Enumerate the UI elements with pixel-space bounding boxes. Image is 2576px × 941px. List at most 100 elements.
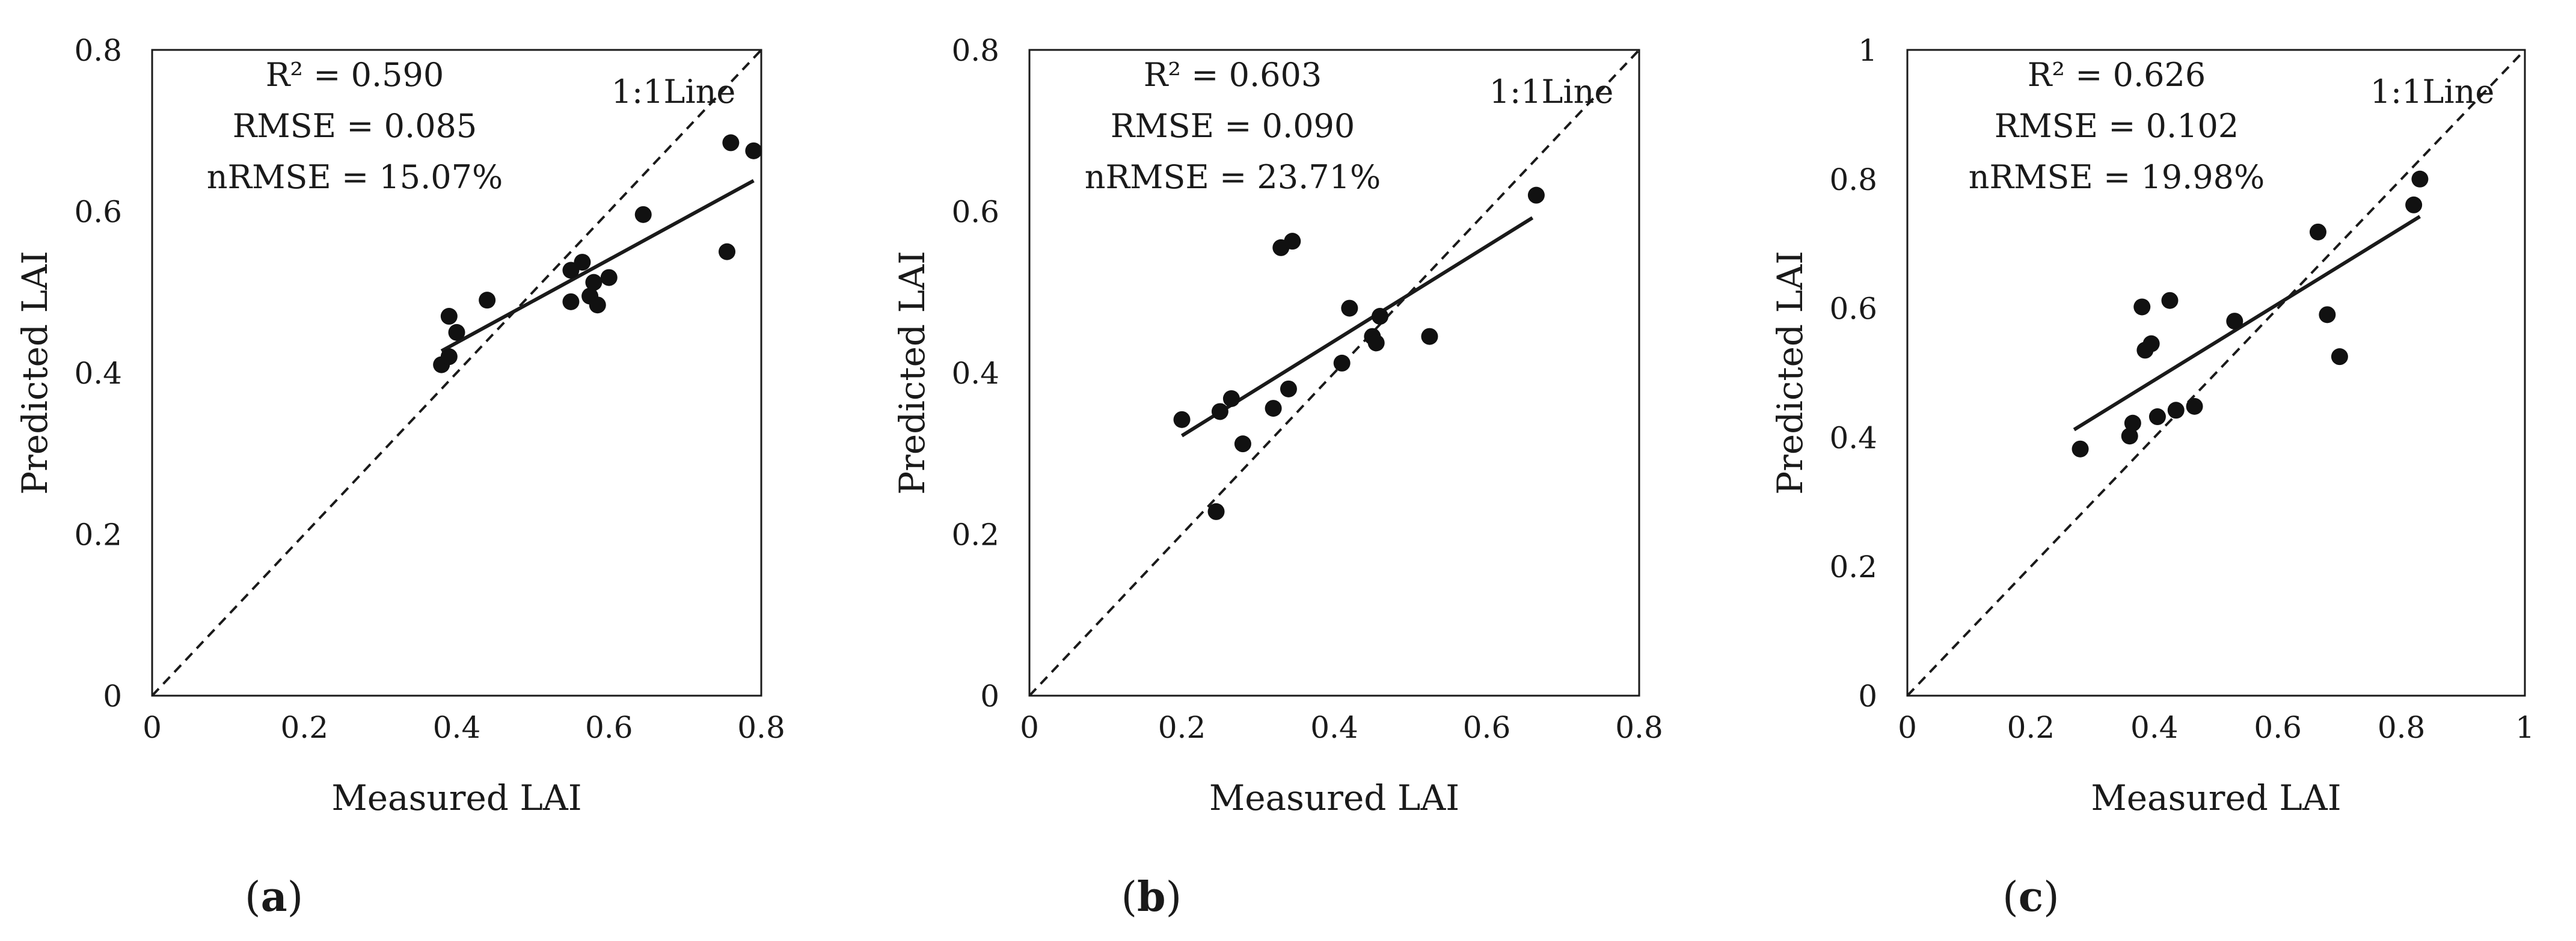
data-point bbox=[2226, 313, 2243, 330]
data-point bbox=[448, 323, 465, 341]
y-tick-label: 0 bbox=[1858, 679, 1877, 714]
data-point bbox=[1234, 435, 1251, 453]
y-tick-label: 0 bbox=[103, 679, 122, 714]
chart-panel-b: 0 0.2 0.4 0.6 0.8 0 0.2 0.4 0.6 0.8 Measured LAI Pr… bbox=[892, 33, 1663, 921]
reference-line-label: 1:1Line bbox=[1489, 73, 1614, 111]
data-point bbox=[589, 296, 606, 314]
regression-line bbox=[2073, 215, 2421, 432]
y-tick-label: 0.2 bbox=[951, 518, 999, 553]
panel-label: (c) bbox=[2002, 873, 2059, 921]
statistics-line: nRMSE = 23.71% bbox=[1085, 158, 1381, 196]
panel-label: (a) bbox=[245, 873, 303, 921]
x-tick-label: 0.6 bbox=[1463, 710, 1511, 745]
data-point bbox=[1211, 403, 1228, 420]
data-point bbox=[1527, 186, 1545, 204]
x-tick-label: 0.8 bbox=[737, 710, 785, 745]
x-tick-label: 0.4 bbox=[433, 710, 481, 745]
data-point bbox=[585, 274, 603, 291]
y-axis-title: Predicted LAI bbox=[1770, 251, 1811, 495]
statistics-line: R² = 0.590 bbox=[266, 56, 444, 94]
y-tick-label: 0.6 bbox=[1829, 292, 1877, 326]
y-tick-label: 0.4 bbox=[951, 356, 999, 391]
data-point bbox=[479, 292, 496, 309]
data-point bbox=[2331, 348, 2348, 366]
x-axis-title: Measured LAI bbox=[331, 777, 581, 818]
statistics-line: RMSE = 0.090 bbox=[1111, 107, 1355, 145]
data-point bbox=[2121, 428, 2138, 445]
plot-frame bbox=[1028, 49, 1640, 697]
data-point bbox=[1265, 400, 1282, 417]
x-tick-label: 0.6 bbox=[2254, 710, 2302, 745]
data-point bbox=[2186, 397, 2203, 415]
y-tick-label: 0.6 bbox=[74, 195, 122, 230]
x-tick-label: 0.6 bbox=[585, 710, 633, 745]
data-point bbox=[1280, 380, 1297, 397]
data-point bbox=[2405, 196, 2423, 213]
data-point bbox=[574, 254, 591, 271]
data-point bbox=[2411, 170, 2429, 188]
y-tick-label: 0.8 bbox=[1829, 162, 1877, 197]
y-tick-label: 0.4 bbox=[74, 356, 122, 391]
x-tick-label: 0.4 bbox=[2130, 710, 2179, 745]
statistics-line: R² = 0.603 bbox=[1144, 56, 1322, 94]
y-tick-label: 0.2 bbox=[74, 518, 122, 553]
data-point bbox=[1284, 233, 1301, 250]
plot-frame bbox=[151, 49, 762, 697]
x-axis-title: Measured LAI bbox=[2091, 777, 2341, 818]
x-tick-label: 0.2 bbox=[2007, 710, 2055, 745]
data-point bbox=[2133, 298, 2151, 316]
reference-line-1-1 bbox=[1028, 49, 1640, 697]
x-tick-label: 0.8 bbox=[1615, 710, 1663, 745]
data-point bbox=[1367, 334, 1385, 352]
statistics-line: R² = 0.626 bbox=[2028, 56, 2206, 94]
reference-line-1-1 bbox=[1906, 49, 2526, 697]
statistics-line: RMSE = 0.085 bbox=[233, 107, 477, 145]
data-point bbox=[1341, 299, 1358, 317]
y-tick-label: 0.8 bbox=[74, 33, 122, 68]
data-point bbox=[719, 243, 736, 260]
data-point bbox=[562, 293, 580, 310]
data-point bbox=[1173, 411, 1191, 428]
y-tick-label: 0.4 bbox=[1829, 420, 1877, 455]
y-axis-title: Predicted LAI bbox=[892, 251, 933, 495]
panel-label: (b) bbox=[1121, 873, 1182, 921]
regression-line bbox=[1180, 216, 1534, 438]
chart-panel-a: 0 0.2 0.4 0.6 0.8 0 0.2 0.4 0.6 0.8 Measured LAI Pr… bbox=[14, 33, 785, 921]
data-point bbox=[2148, 408, 2166, 426]
data-point bbox=[745, 142, 762, 159]
regression-line bbox=[440, 179, 755, 353]
data-point bbox=[600, 269, 618, 286]
data-point bbox=[634, 206, 652, 223]
reference-line-label: 1:1Line bbox=[612, 73, 736, 111]
x-tick-label: 0.2 bbox=[1158, 710, 1206, 745]
x-tick-label: 0.4 bbox=[1310, 710, 1358, 745]
x-tick-label: 0 bbox=[143, 710, 162, 745]
statistics-line: nRMSE = 19.98% bbox=[1969, 158, 2265, 196]
y-axis-title: Predicted LAI bbox=[14, 251, 55, 495]
data-point bbox=[2309, 223, 2326, 241]
data-point bbox=[440, 308, 458, 325]
data-point bbox=[1372, 308, 1389, 325]
x-tick-label: 0.8 bbox=[2378, 710, 2426, 745]
x-tick-label: 0 bbox=[1020, 710, 1039, 745]
statistics-line: RMSE = 0.102 bbox=[1995, 107, 2239, 145]
y-tick-label: 0.2 bbox=[1829, 550, 1877, 584]
data-point bbox=[2124, 414, 2141, 432]
reference-line-label: 1:1Line bbox=[2370, 73, 2495, 111]
x-tick-label: 0 bbox=[1898, 710, 1917, 745]
reference-line-1-1 bbox=[151, 49, 762, 697]
data-point bbox=[2167, 402, 2185, 419]
x-axis-title: Measured LAI bbox=[1209, 777, 1459, 818]
data-point bbox=[2161, 292, 2179, 309]
data-point bbox=[1207, 503, 1225, 520]
y-tick-label: 0.8 bbox=[951, 33, 999, 68]
data-point bbox=[440, 348, 458, 366]
data-point bbox=[1421, 328, 1438, 345]
data-point bbox=[2072, 440, 2089, 458]
chart-panel-c: 0 0.2 0.4 0.6 0.8 1 0 0.2 0.4 0.6 0.8 1 Measured LAI… bbox=[1770, 33, 2535, 921]
y-tick-label: 0.6 bbox=[951, 195, 999, 230]
data-point bbox=[722, 134, 740, 152]
data-point bbox=[1333, 354, 1351, 372]
